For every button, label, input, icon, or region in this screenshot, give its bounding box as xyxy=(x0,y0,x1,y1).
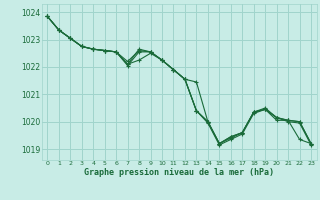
X-axis label: Graphe pression niveau de la mer (hPa): Graphe pression niveau de la mer (hPa) xyxy=(84,168,274,177)
